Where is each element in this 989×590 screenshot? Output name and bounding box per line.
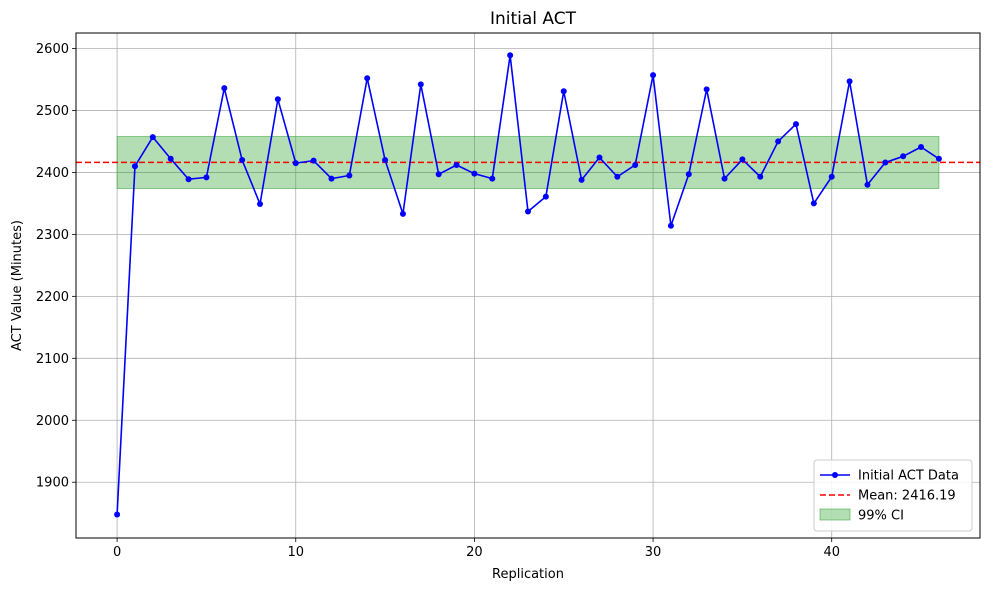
legend: Initial ACT Data Mean: 2416.19 99% CI (813, 459, 973, 532)
y-tick-label: 2400 (36, 166, 69, 181)
data-point (274, 96, 281, 103)
x-axis-ticks: 0 10 20 30 40 (113, 538, 840, 560)
data-point (935, 155, 942, 162)
data-point (525, 208, 531, 215)
data-point (417, 81, 424, 88)
data-point (721, 175, 728, 182)
data-point (792, 121, 799, 128)
data-point (382, 157, 389, 164)
x-axis-label: Replication (492, 567, 564, 582)
data-point (757, 173, 764, 180)
data-point (882, 159, 889, 166)
x-tick-label: 30 (645, 545, 662, 560)
data-point (364, 75, 371, 82)
data-point (203, 174, 210, 181)
data-point (739, 156, 746, 163)
data-point (918, 144, 925, 151)
x-tick-label: 40 (823, 545, 840, 560)
data-point (632, 161, 639, 168)
legend-entry-series: Initial ACT Data (820, 469, 959, 484)
data-point (507, 52, 514, 59)
data-point (667, 222, 674, 229)
plot-frame (75, 32, 981, 539)
data-point (650, 72, 657, 79)
data-point (900, 153, 907, 160)
data-point (846, 78, 853, 85)
legend-series-label: Initial ACT Data (858, 469, 959, 484)
legend-ci-label: 99% CI (858, 509, 904, 524)
data-point (310, 157, 317, 164)
legend-series-marker (832, 472, 838, 478)
data-point (864, 181, 871, 188)
grid-lines (76, 33, 980, 538)
data-point (775, 138, 782, 145)
y-tick-label: 1900 (36, 476, 69, 491)
data-point (560, 88, 567, 95)
legend-ci-swatch (819, 508, 851, 521)
x-tick-label: 10 (287, 545, 304, 560)
data-point (471, 170, 478, 177)
data-point (149, 134, 156, 141)
legend-mean-label: Mean: 2416.19 (858, 489, 956, 504)
data-point (399, 210, 406, 217)
x-tick-label: 20 (466, 545, 483, 560)
data-point (542, 193, 549, 200)
data-point (292, 160, 299, 167)
data-point (453, 161, 460, 168)
series-layer (114, 52, 942, 518)
data-point (114, 511, 121, 518)
legend-entry-mean: Mean: 2416.19 (820, 489, 956, 504)
data-point (828, 173, 835, 180)
data-point (703, 86, 710, 93)
data-point (185, 176, 192, 183)
data-point (578, 176, 585, 183)
legend-entry-ci: 99% CI (819, 508, 904, 524)
data-point (167, 155, 174, 162)
data-point (685, 171, 692, 178)
data-point (489, 175, 496, 182)
chart-title: Initial ACT (490, 9, 577, 29)
y-tick-label: 2600 (36, 42, 69, 57)
y-tick-label: 2500 (36, 104, 69, 119)
data-point (346, 172, 353, 179)
y-tick-label: 2300 (36, 228, 69, 243)
y-tick-label: 2200 (36, 290, 69, 305)
data-point (221, 85, 228, 92)
data-point (810, 200, 817, 207)
y-tick-label: 2000 (36, 414, 69, 429)
data-point (328, 175, 335, 182)
data-point (131, 163, 138, 170)
y-axis-ticks: 1900 2000 2100 2200 2300 2400 2500 2600 (36, 42, 76, 491)
data-point (596, 154, 603, 161)
x-tick-label: 0 (113, 545, 121, 560)
data-point (614, 173, 621, 180)
data-point (435, 171, 442, 178)
data-point (257, 201, 264, 208)
y-axis-label: ACT Value (Minutes) (10, 220, 25, 351)
legend-frame (813, 459, 973, 532)
data-point (239, 157, 246, 164)
y-tick-label: 2100 (36, 352, 69, 367)
